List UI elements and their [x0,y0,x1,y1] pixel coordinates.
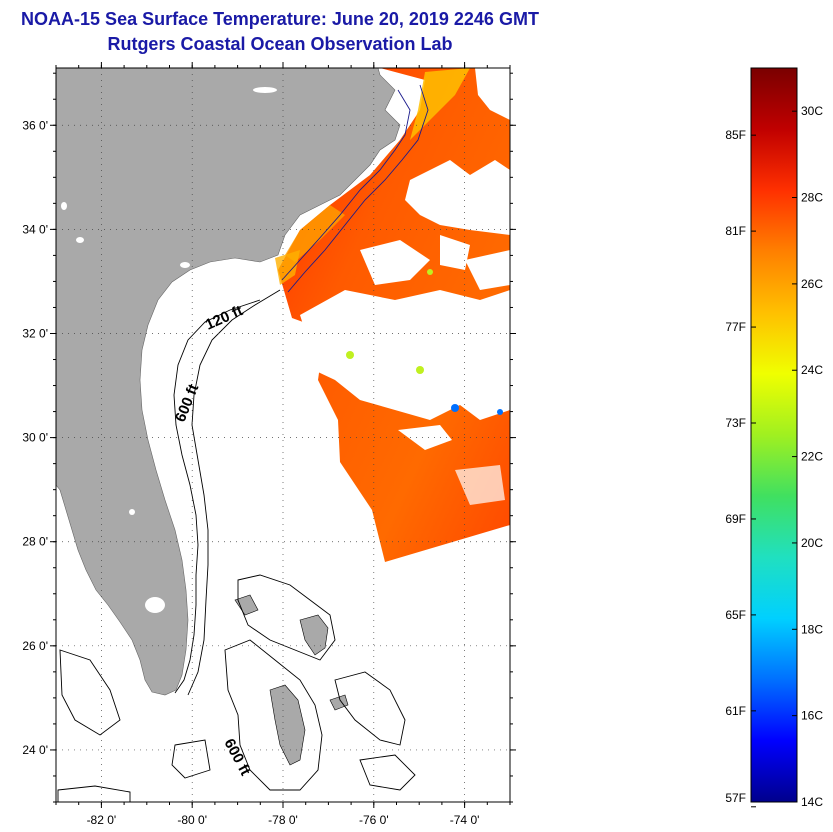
lat-tick-label: 34 0' [22,222,48,236]
lat-tick-label: 24 0' [22,743,48,757]
grid-lines [56,68,510,802]
bathymetry-contours [57,289,416,802]
lon-tick-label: -80 0' [177,813,207,827]
cool-specks [346,269,503,415]
lon-tick-label: -76 0' [359,813,389,827]
colorbar-c-label: 30C [801,104,823,118]
lakes [61,87,277,613]
map-title: NOAA-15 Sea Surface Temperature: June 20… [21,9,539,29]
lat-tick-label: 28 0' [22,535,48,549]
land-us-southeast [56,68,401,696]
colorbar-c-label: 20C [801,536,823,550]
latitude-axis: 36 0' 34 0' 32 0' 30 0' 28 0' 26 0' 24 0' [22,72,516,803]
colorbar-f-label: 85F [725,128,746,142]
colorbar-c-label: 18C [801,622,823,636]
colorbar-celsius-labels: 30C 28C 26C 24C 22C 20C 18C 16C 14C [792,104,823,809]
bahamas-land [234,594,349,766]
colorbar-f-label: 57F [725,791,746,805]
lat-tick-label: 32 0' [22,326,48,340]
colorbar-f-label: 77F [725,320,746,334]
colorbar-c-label: 22C [801,450,823,464]
lon-tick-label: -78 0' [268,813,298,827]
colorbar [750,67,798,803]
colorbar-c-label: 28C [801,191,823,205]
colorbar-c-label: 24C [801,363,823,377]
colorbar-f-label: 81F [725,224,746,238]
colorbar-c-label: 26C [801,277,823,291]
lon-tick-label: -82 0' [87,813,117,827]
lat-tick-label: 30 0' [22,431,48,445]
colorbar-f-label: 69F [725,512,746,526]
lon-tick-label: -74 0' [450,813,480,827]
lat-tick-label: 36 0' [22,118,48,132]
colorbar-c-label: 14C [801,795,823,809]
colorbar-f-label: 73F [725,416,746,430]
colorbar-fahrenheit-labels: 85F 81F 77F 73F 69F 65F 61F 57F [725,128,756,808]
colorbar-c-label: 16C [801,709,823,723]
lat-tick-label: 26 0' [22,639,48,653]
nc-contours [281,84,429,293]
map-subtitle: Rutgers Coastal Ocean Observation Lab [107,34,453,54]
longitude-axis: -82 0' -80 0' -78 0' -76 0' -74 0' [55,62,511,827]
cloud-cover [300,68,510,505]
colorbar-f-label: 65F [725,608,746,622]
colorbar-f-label: 61F [725,704,746,718]
